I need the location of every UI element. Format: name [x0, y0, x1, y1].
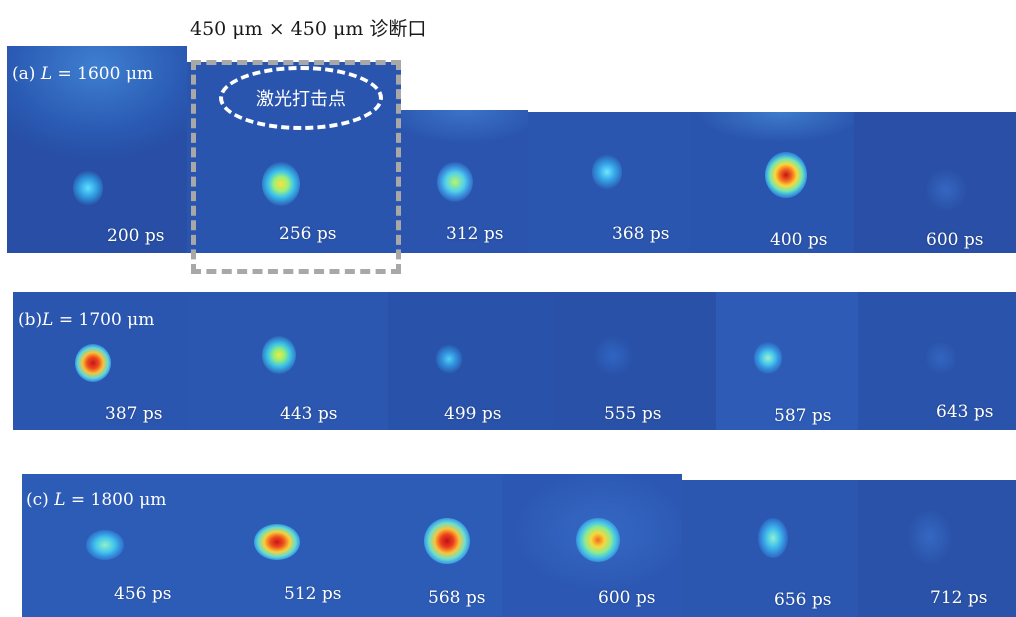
emission-spot [594, 336, 632, 376]
time-label: 643 ps [936, 402, 994, 422]
emission-spot [758, 518, 788, 558]
time-label: 368 ps [612, 224, 670, 244]
laser-spot-label: 激光打击点 [256, 89, 346, 110]
emission-spot [424, 518, 470, 564]
emission-spot [576, 518, 620, 562]
frame-b-2: 443 ps [188, 292, 388, 430]
emission-spot [262, 336, 296, 374]
time-label: 656 ps [774, 590, 832, 610]
time-label: 499 ps [444, 404, 502, 424]
row-label-variable: L [54, 490, 66, 510]
time-label: 400 ps [770, 230, 828, 250]
frame-c-2: 512 ps [200, 474, 352, 617]
emission-spot [926, 168, 966, 212]
time-label: 256 ps [279, 224, 337, 244]
emission-spot [926, 340, 956, 376]
emission-spot [437, 162, 473, 202]
frame-a-5: 400 ps [690, 112, 854, 253]
emission-spot [754, 342, 782, 374]
frame-b-5: 587 ps [716, 292, 858, 430]
time-label: 600 ps [598, 588, 656, 608]
emission-spot [86, 530, 124, 560]
row-label-value: = 1800 μm [65, 490, 167, 510]
frame-b-6: 643 ps [858, 292, 1016, 430]
row-label-a: (a) L = 1600 μm [12, 64, 153, 84]
frame-b-3: 499 ps [388, 292, 554, 430]
time-label: 555 ps [604, 404, 662, 424]
time-label: 568 ps [428, 588, 486, 608]
frame-c-6: 712 ps [858, 480, 1016, 617]
emission-spot [436, 344, 462, 374]
time-label: 387 ps [105, 404, 163, 424]
frame-b-4: 555 ps [554, 292, 716, 430]
laser-spot-ellipse [219, 66, 383, 130]
time-label: 600 ps [926, 230, 984, 250]
row-label-b: (b)L = 1700 μm [18, 310, 154, 330]
frame-a-6: 600 ps [854, 112, 1016, 253]
time-label: 587 ps [774, 406, 832, 426]
row-label-variable: L [40, 64, 53, 84]
row-label-variable: L [42, 310, 54, 330]
header-title: 450 μm × 450 μm 诊断口 [190, 18, 427, 40]
emission-spot [592, 154, 622, 190]
emission-spot [73, 170, 103, 206]
time-label: 200 ps [107, 226, 165, 246]
row-label-prefix: (a) [12, 64, 41, 84]
row-label-c: (c) L = 1800 μm [26, 490, 166, 510]
emission-spot [254, 524, 300, 560]
row-label-value: = 1600 μm [52, 64, 154, 84]
diagnostic-window-box [191, 60, 401, 274]
row-label-prefix: (c) [26, 490, 55, 510]
time-label: 456 ps [114, 584, 172, 604]
row-label-prefix: (b) [18, 310, 43, 330]
time-label: 443 ps [280, 404, 338, 424]
time-label: 712 ps [930, 588, 988, 608]
emission-spot [908, 510, 952, 564]
frame-c-1: 456 ps [22, 474, 200, 617]
time-label: 312 ps [446, 224, 504, 244]
frame-c-4: 600 ps [502, 474, 682, 617]
emission-spot [765, 152, 807, 198]
time-label: 512 ps [284, 584, 342, 604]
frame-c-3: 568 ps [352, 474, 502, 617]
emission-spot [75, 344, 111, 382]
frame-a-4: 368 ps [528, 112, 690, 253]
row-label-value: = 1700 μm [53, 310, 155, 330]
frame-a-3: 312 ps [401, 110, 528, 253]
frame-c-5: 656 ps [682, 480, 858, 617]
